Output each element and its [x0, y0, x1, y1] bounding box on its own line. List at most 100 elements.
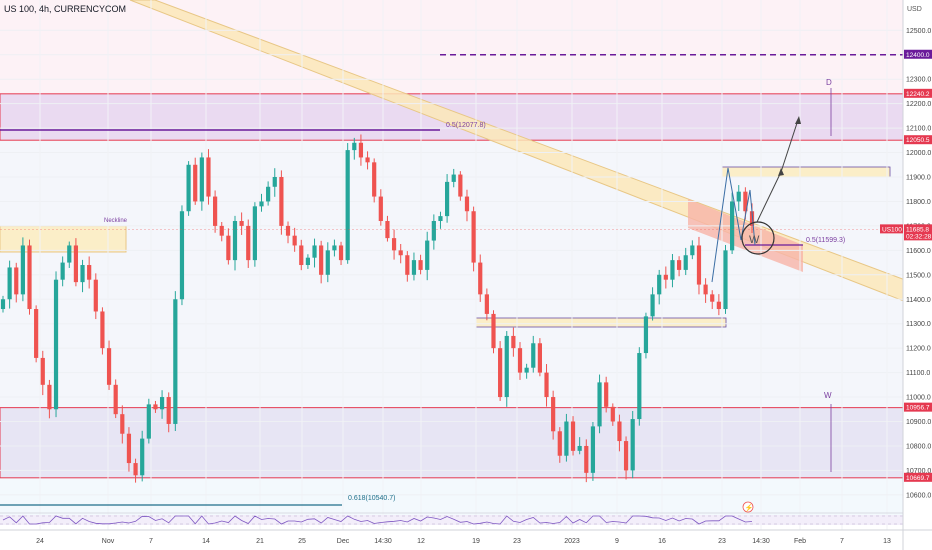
y-tick-label: 11600.0	[906, 248, 931, 255]
y-tick-label: 11500.0	[906, 272, 931, 279]
candle-body	[140, 438, 145, 476]
candle-body	[544, 372, 549, 398]
candle-body	[332, 245, 337, 251]
candle-body	[312, 245, 317, 258]
x-tick-label: 23	[718, 538, 726, 545]
candle	[345, 143, 350, 264]
candle-body	[498, 348, 503, 398]
candle-body	[690, 245, 695, 256]
candle-body	[34, 309, 39, 358]
candle	[498, 341, 503, 401]
y-tick-label: 10700.0	[906, 468, 931, 475]
candle-body	[213, 196, 218, 226]
candle-body	[630, 419, 635, 471]
candle-body	[166, 397, 171, 424]
letter-w: W	[824, 391, 832, 400]
candle	[584, 439, 589, 483]
candle	[133, 458, 138, 483]
candle	[511, 327, 516, 357]
y-tick-label: 11800.0	[906, 199, 931, 206]
y-tick-label: 11900.0	[906, 175, 931, 182]
candle	[87, 256, 92, 289]
x-tick-label: 7	[149, 538, 153, 545]
x-tick-label: 12	[417, 538, 425, 545]
candle	[365, 151, 370, 170]
currency-label: USD	[907, 6, 922, 13]
candle-body	[418, 260, 423, 270]
candle-body	[531, 343, 536, 368]
y-tick-label: 10800.0	[906, 443, 931, 450]
candle-body	[292, 235, 297, 246]
candle	[491, 310, 496, 354]
candle	[166, 392, 171, 433]
candle	[27, 239, 32, 315]
candle	[179, 205, 185, 306]
candle	[93, 273, 98, 320]
y-tick-label: 11300.0	[906, 321, 931, 328]
candle	[703, 278, 708, 303]
retest-zone	[688, 199, 803, 272]
x-tick-label: 24	[36, 538, 44, 545]
price-tag-box	[904, 472, 932, 482]
candle	[736, 185, 741, 211]
candle	[637, 347, 642, 426]
candle-body	[378, 196, 383, 222]
candle-body	[325, 250, 330, 275]
candle-body	[657, 274, 662, 295]
candle-body	[411, 260, 417, 275]
candle-body	[584, 445, 589, 473]
candle-body	[570, 421, 576, 451]
candle-body	[637, 353, 642, 420]
fib-top-label: 0.5(12077.8)	[446, 122, 486, 129]
price-tag-label: 12400.0	[906, 52, 930, 59]
candle-body	[179, 211, 185, 300]
projection-arrow-1	[756, 171, 782, 223]
x-tick-label: 14:30	[374, 538, 392, 545]
alert-badge	[742, 501, 754, 513]
candle	[504, 331, 509, 407]
candle-body	[517, 348, 523, 373]
candle	[0, 295, 6, 313]
candle-body	[67, 245, 72, 263]
candle-body	[206, 157, 211, 197]
candle-body	[73, 245, 79, 283]
candle-body	[391, 238, 397, 251]
candle-body	[590, 426, 596, 473]
candle-body	[100, 311, 105, 349]
candle-body	[345, 150, 350, 261]
candle-body	[0, 299, 6, 310]
candle	[159, 390, 165, 419]
candle-body	[749, 211, 755, 226]
candle	[140, 430, 145, 482]
candle-body	[193, 164, 198, 202]
y-tick-label: 11200.0	[906, 346, 931, 353]
candle	[478, 254, 483, 302]
candle	[372, 158, 377, 203]
candle	[537, 338, 542, 377]
candle	[285, 221, 291, 244]
candle	[551, 390, 556, 440]
price-tag-box	[904, 88, 932, 98]
candle-body	[352, 142, 357, 151]
support-box	[475, 317, 727, 328]
candle	[305, 254, 311, 269]
x-tick-label: 7	[840, 538, 844, 545]
candle-body	[299, 245, 304, 266]
candle	[451, 168, 456, 188]
candle-body	[643, 316, 649, 354]
candle	[34, 305, 39, 363]
candle	[405, 251, 410, 282]
candle	[146, 398, 151, 444]
y-tick-label: 11000.0	[906, 395, 931, 402]
candle-body	[159, 397, 165, 410]
candle	[40, 350, 45, 396]
candle-body	[319, 245, 324, 275]
candle	[213, 190, 218, 233]
candle-body	[670, 260, 675, 280]
candle-body	[431, 221, 436, 241]
candle	[266, 181, 271, 206]
projection-arrowhead-2	[795, 116, 801, 124]
fib-bottom-label: 0.618(10540.7)	[348, 495, 395, 502]
